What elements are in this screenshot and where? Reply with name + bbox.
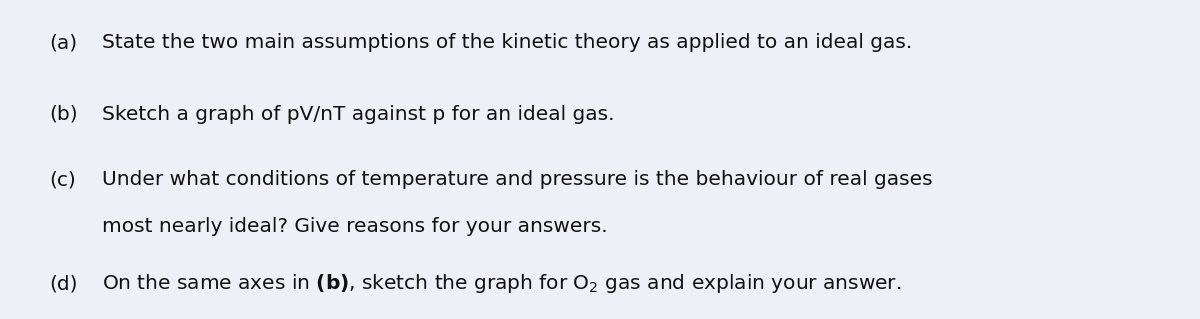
Text: (b): (b) [49, 105, 78, 124]
Text: On the same axes in $\mathbf{(b)}$, sketch the graph for O$_2$ gas and explain y: On the same axes in $\mathbf{(b)}$, sket… [102, 272, 901, 295]
Text: Sketch a graph of pV/nT against p for an ideal gas.: Sketch a graph of pV/nT against p for an… [102, 105, 614, 124]
Text: most nearly ideal? Give reasons for your answers.: most nearly ideal? Give reasons for your… [102, 217, 607, 236]
Text: (d): (d) [49, 274, 78, 293]
Text: (a): (a) [49, 33, 78, 53]
Text: Under what conditions of temperature and pressure is the behaviour of real gases: Under what conditions of temperature and… [102, 170, 932, 189]
Text: State the two main assumptions of the kinetic theory as applied to an ideal gas.: State the two main assumptions of the ki… [102, 33, 912, 53]
Text: (c): (c) [49, 170, 77, 189]
